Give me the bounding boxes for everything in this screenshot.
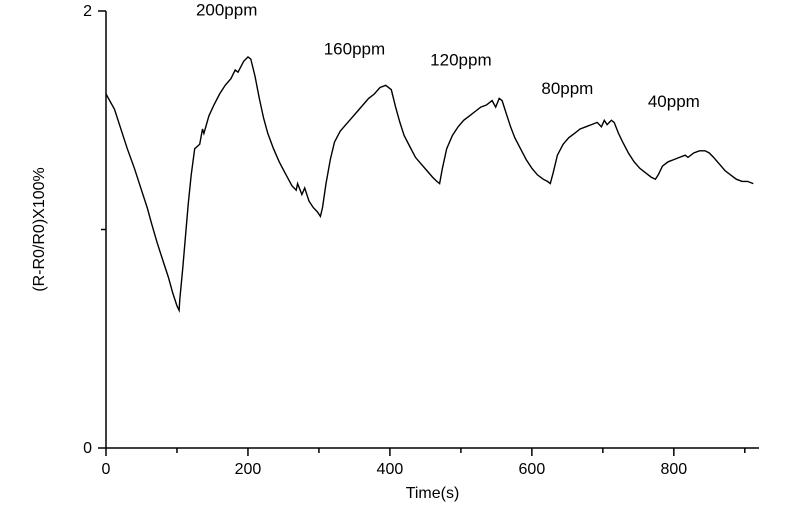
- annotation-4: 40ppm: [648, 92, 700, 111]
- x-tick-label: 800: [660, 461, 687, 478]
- annotation-0: 200ppm: [196, 0, 257, 19]
- x-tick-label: 400: [377, 461, 404, 478]
- y-tick-label: 0: [83, 440, 92, 457]
- annotation-2: 120ppm: [430, 51, 491, 70]
- x-tick-label: 0: [102, 461, 111, 478]
- x-axis-label: Time(s): [406, 485, 460, 502]
- annotation-1: 160ppm: [324, 40, 385, 59]
- chart-svg: 0 200 400 600 800 0 2 Time(s) (R-R0/R0)X100% 200p…: [0, 0, 800, 517]
- chart-container: 0 200 400 600 800 0 2 Time(s) (R-R0/R0)X100% 200p…: [0, 0, 800, 517]
- y-tick-label: 2: [83, 3, 92, 20]
- y-axis-label: (R-R0/R0)X100%: [31, 167, 48, 291]
- annotation-3: 80ppm: [541, 79, 593, 98]
- x-tick-label: 600: [519, 461, 546, 478]
- x-tick-label: 200: [235, 461, 262, 478]
